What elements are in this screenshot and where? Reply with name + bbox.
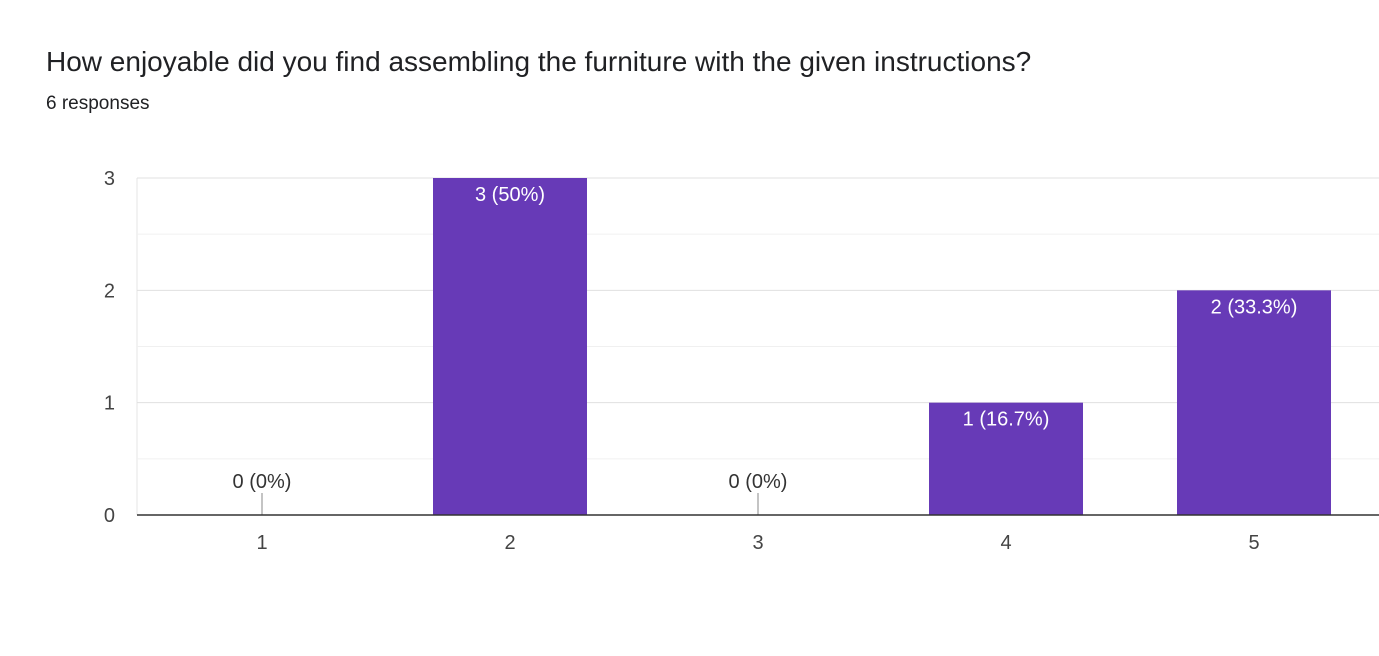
- x-tick-label: 4: [1000, 532, 1011, 554]
- y-tick-label: 3: [104, 168, 115, 190]
- y-tick-label: 2: [104, 280, 115, 302]
- question-title: How enjoyable did you find assembling th…: [46, 46, 1032, 77]
- data-label: 2 (33.3%): [1211, 296, 1298, 318]
- data-label: 1 (16.7%): [963, 409, 1050, 431]
- y-tick-label: 0: [104, 505, 115, 527]
- x-tick-label: 1: [256, 532, 267, 554]
- x-tick-label: 5: [1248, 532, 1259, 554]
- bar: [929, 402, 1083, 515]
- data-label: 0 (0%): [729, 471, 788, 493]
- data-label: 3 (50%): [475, 184, 545, 206]
- response-count: 6 responses: [46, 93, 150, 114]
- bar: [1177, 290, 1331, 515]
- x-tick-label: 3: [752, 532, 763, 554]
- data-label: 0 (0%): [233, 471, 292, 493]
- y-tick-label: 1: [104, 393, 115, 415]
- bar: [433, 178, 587, 515]
- x-tick-label: 2: [504, 532, 515, 554]
